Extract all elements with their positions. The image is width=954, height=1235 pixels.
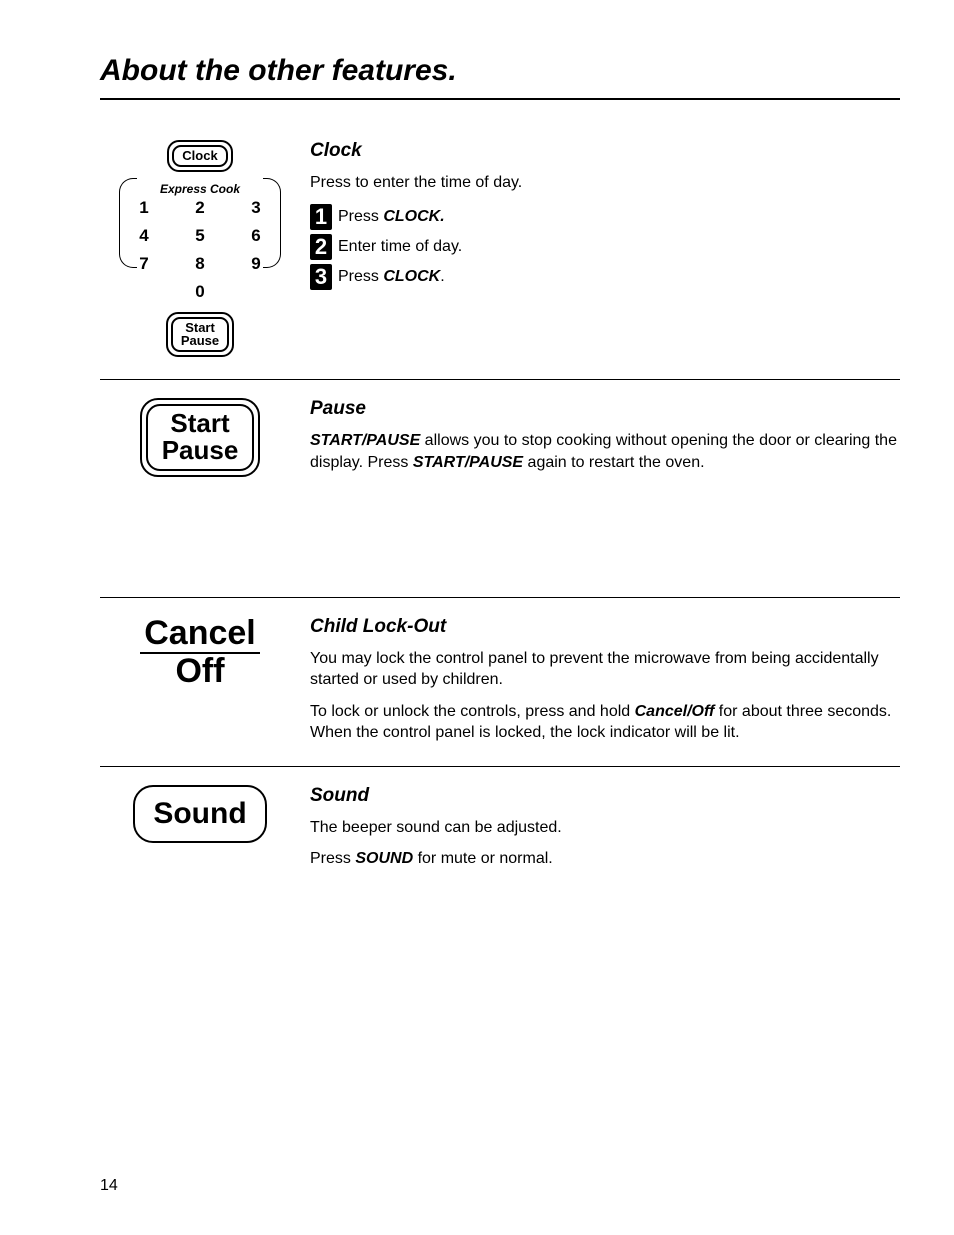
clock-intro: Press to enter the time of day. <box>310 172 900 194</box>
number-grid: 1 2 3 4 5 6 7 8 9 <box>125 198 275 274</box>
bracket-left <box>119 178 137 268</box>
pause-text: START/PAUSE allows you to stop cooking w… <box>310 430 900 473</box>
section-clock: Clock Express Cook 1 2 3 4 5 6 7 8 9 <box>100 122 900 380</box>
section-sound: Sound Sound The beeper sound can be adju… <box>100 767 900 892</box>
start-pause-illustration: Start Pause <box>100 398 300 477</box>
start-pause-big-button: Start Pause <box>140 398 261 477</box>
page-number: 14 <box>100 1177 118 1195</box>
step-1: 1Press CLOCK. <box>310 204 900 230</box>
cancel-off-illustration: Cancel Off <box>100 616 300 688</box>
sound-button-graphic: Sound <box>133 785 266 843</box>
childlock-p2: To lock or unlock the controls, press an… <box>310 701 900 744</box>
step-3: 3Press CLOCK. <box>310 264 900 290</box>
cancel-label: Cancel <box>140 616 260 654</box>
pause-heading: Pause <box>310 398 900 420</box>
manual-page: About the other features. Clock Express … <box>0 0 954 1235</box>
off-label: Off <box>175 652 224 690</box>
section-pause: Start Pause Pause START/PAUSE allows you… <box>100 380 900 598</box>
clock-heading: Clock <box>310 140 900 162</box>
childlock-heading: Child Lock-Out <box>310 616 900 638</box>
sound-p1: The beeper sound can be adjusted. <box>310 817 900 839</box>
sound-p2: Press SOUND for mute or normal. <box>310 848 900 870</box>
step-2: 2Enter time of day. <box>310 234 900 260</box>
clock-steps: 1Press CLOCK. 2Enter time of day. 3Press… <box>310 204 900 290</box>
sound-heading: Sound <box>310 785 900 807</box>
sound-illustration: Sound <box>100 785 300 843</box>
key-2: 2 <box>181 198 219 218</box>
express-cook-label: Express Cook <box>120 182 280 196</box>
keypad-illustration: Clock Express Cook 1 2 3 4 5 6 7 8 9 <box>100 140 300 357</box>
childlock-p1: You may lock the control panel to preven… <box>310 648 900 691</box>
key-5: 5 <box>181 226 219 246</box>
section-childlock: Cancel Off Child Lock-Out You may lock t… <box>100 598 900 767</box>
key-8: 8 <box>181 254 219 274</box>
clock-button-graphic: Clock <box>167 140 232 172</box>
start-pause-button-graphic: Start Pause <box>166 312 234 357</box>
page-title: About the other features. <box>100 54 900 100</box>
bracket-right <box>263 178 281 268</box>
key-0: 0 <box>120 282 280 302</box>
